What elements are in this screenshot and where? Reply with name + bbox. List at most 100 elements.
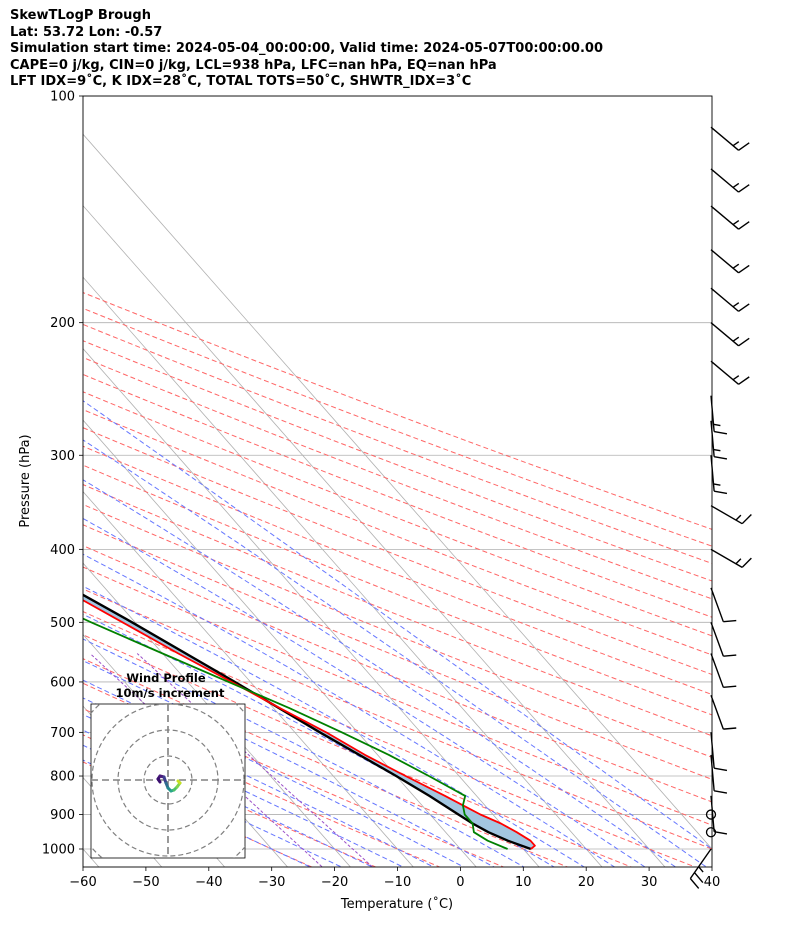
barb-flag bbox=[698, 866, 704, 873]
wind-barb bbox=[710, 420, 728, 460]
barb-flag bbox=[738, 264, 750, 274]
inset-ring bbox=[91, 704, 245, 857]
x-tick-label: 10 bbox=[515, 875, 532, 890]
y-tick-label: 1000 bbox=[42, 843, 75, 858]
dry-adiabat-line bbox=[83, 503, 712, 758]
wind-barb bbox=[710, 205, 750, 230]
moist-adiabat-line bbox=[83, 713, 405, 867]
wind-profile-inset: Wind Profile 10m/s increment bbox=[90, 671, 246, 859]
barb-staff bbox=[710, 754, 715, 791]
barb-flag bbox=[714, 790, 728, 794]
barb-flag bbox=[714, 831, 728, 835]
dry-adiabat-line bbox=[83, 658, 569, 867]
x-axis: −60 −50 −40 −30 −20 −10 0 10 20 30 40 bbox=[69, 867, 720, 890]
profile-lines bbox=[83, 593, 536, 851]
wind-barb bbox=[710, 360, 750, 385]
dry-adiabat-line bbox=[83, 323, 712, 564]
y-tick-label: 200 bbox=[50, 316, 75, 331]
x-tick-label: −50 bbox=[132, 875, 159, 890]
wind-barb bbox=[710, 795, 728, 835]
wind-barb bbox=[710, 622, 737, 657]
barb-flag bbox=[738, 376, 750, 385]
y-axis-label: Pressure (hPa) bbox=[18, 434, 33, 527]
cape-line: CAPE=0 j/kg, CIN=0 j/kg, LCL=938 hPa, LF… bbox=[10, 57, 497, 73]
moist-adiabat-line bbox=[83, 679, 465, 867]
wind-barbs bbox=[689, 126, 752, 889]
barb-flag bbox=[693, 872, 704, 884]
y-tick-label: 600 bbox=[50, 675, 75, 690]
barb-flag bbox=[732, 336, 740, 342]
inset-title: Wind Profile bbox=[126, 671, 206, 685]
barb-flag bbox=[738, 184, 750, 193]
location-line: Lat: 53.72 Lon: -0.57 bbox=[10, 24, 163, 40]
wind-barb bbox=[710, 653, 737, 689]
wind-barb bbox=[710, 455, 728, 495]
barb-staff bbox=[710, 287, 740, 312]
moist-adiabat-line bbox=[83, 585, 586, 867]
dry-adiabat-line bbox=[83, 566, 712, 826]
cape-cin-area bbox=[83, 594, 535, 849]
chart-title: SkewTLogP Brough bbox=[10, 8, 151, 23]
barb-flag bbox=[732, 219, 740, 226]
barb-staff bbox=[710, 505, 743, 525]
inset-rings bbox=[91, 704, 245, 858]
dry-adiabat-line bbox=[83, 682, 505, 867]
barb-flag bbox=[738, 221, 750, 230]
barb-flag bbox=[714, 767, 728, 772]
moist-adiabat-line bbox=[83, 697, 435, 867]
mixing-ratio-line bbox=[136, 653, 374, 867]
dry-adiabat-line bbox=[83, 373, 712, 618]
isotherm-line bbox=[83, 348, 540, 867]
barb-flag bbox=[741, 513, 752, 525]
isotherm-line bbox=[83, 491, 414, 867]
barb-staff bbox=[710, 168, 740, 193]
barb-staff bbox=[710, 795, 715, 832]
isotherm-line bbox=[83, 276, 603, 867]
barb-flag bbox=[723, 654, 737, 657]
barb-flag bbox=[713, 448, 721, 452]
y-tick-label: 700 bbox=[50, 726, 75, 741]
barb-flag bbox=[723, 619, 737, 623]
barb-flag bbox=[689, 878, 700, 889]
wind-barb bbox=[710, 126, 750, 151]
x-tick-label: −10 bbox=[384, 875, 411, 890]
barb-staff bbox=[710, 455, 715, 492]
isotherm-line bbox=[83, 133, 712, 850]
barb-staff bbox=[710, 420, 715, 457]
wind-barb bbox=[710, 695, 737, 730]
y-tick-label: 100 bbox=[50, 90, 75, 105]
x-axis-label: Temperature (˚C) bbox=[340, 896, 453, 912]
x-tick-label: 30 bbox=[641, 875, 658, 890]
barb-flag bbox=[714, 430, 728, 435]
barb-flag bbox=[732, 375, 740, 381]
time-line: Simulation start time: 2024-05-04_00:00:… bbox=[10, 41, 603, 57]
wind-barb bbox=[710, 249, 750, 274]
x-tick-label: 20 bbox=[578, 875, 595, 890]
temperature-line bbox=[83, 599, 536, 850]
dry-adiabat-line bbox=[83, 545, 712, 803]
wind-barb bbox=[710, 505, 752, 525]
y-tick-label: 500 bbox=[50, 616, 75, 631]
barb-flag bbox=[723, 727, 737, 730]
wind-barb bbox=[710, 754, 728, 794]
y-axis: 100 200 300 400 500 600 700 800 900 1000 bbox=[42, 90, 83, 858]
wind-barb bbox=[710, 395, 728, 435]
dewpoint-line bbox=[83, 617, 508, 850]
x-tick-label: −40 bbox=[195, 875, 222, 890]
barb-flag bbox=[738, 303, 750, 312]
barb-flag bbox=[713, 483, 721, 486]
wind-barb bbox=[710, 732, 728, 772]
barb-staff bbox=[710, 548, 743, 568]
wind-barb bbox=[710, 587, 737, 623]
wind-barb bbox=[710, 322, 750, 347]
dry-adiabat-line bbox=[83, 391, 712, 637]
wind-barb bbox=[710, 548, 752, 568]
inset-subtitle: 10m/s increment bbox=[116, 686, 225, 700]
isotherm-line bbox=[83, 205, 666, 867]
barb-staff bbox=[710, 205, 740, 230]
x-tick-label: −30 bbox=[258, 875, 285, 890]
parcel-line bbox=[83, 593, 532, 851]
dry-adiabat-line bbox=[83, 634, 633, 867]
barb-staff bbox=[710, 653, 724, 688]
